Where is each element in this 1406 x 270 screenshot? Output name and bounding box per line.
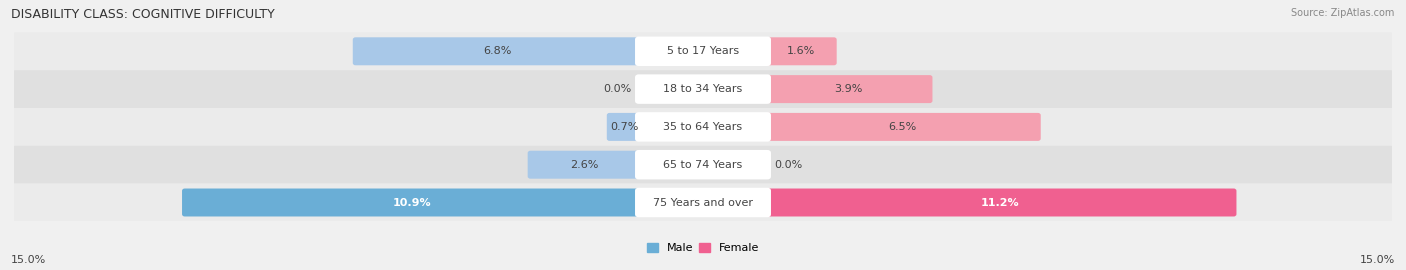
Text: 75 Years and over: 75 Years and over	[652, 197, 754, 208]
Legend: Male, Female: Male, Female	[643, 238, 763, 257]
Text: 15.0%: 15.0%	[1360, 255, 1395, 265]
Text: 1.6%: 1.6%	[786, 46, 814, 56]
Text: 18 to 34 Years: 18 to 34 Years	[664, 84, 742, 94]
Text: 65 to 74 Years: 65 to 74 Years	[664, 160, 742, 170]
FancyBboxPatch shape	[636, 74, 770, 104]
Text: DISABILITY CLASS: COGNITIVE DIFFICULTY: DISABILITY CLASS: COGNITIVE DIFFICULTY	[11, 8, 276, 21]
FancyBboxPatch shape	[353, 37, 641, 65]
FancyBboxPatch shape	[14, 184, 1392, 221]
FancyBboxPatch shape	[181, 188, 641, 217]
FancyBboxPatch shape	[765, 75, 932, 103]
Text: 5 to 17 Years: 5 to 17 Years	[666, 46, 740, 56]
Text: 3.9%: 3.9%	[834, 84, 863, 94]
Text: 0.7%: 0.7%	[610, 122, 638, 132]
FancyBboxPatch shape	[607, 113, 641, 141]
Text: 10.9%: 10.9%	[392, 197, 432, 208]
Text: 6.8%: 6.8%	[482, 46, 512, 56]
FancyBboxPatch shape	[14, 108, 1392, 146]
Text: 11.2%: 11.2%	[981, 197, 1019, 208]
FancyBboxPatch shape	[636, 150, 770, 180]
FancyBboxPatch shape	[14, 32, 1392, 70]
FancyBboxPatch shape	[636, 36, 770, 66]
Text: 35 to 64 Years: 35 to 64 Years	[664, 122, 742, 132]
FancyBboxPatch shape	[765, 188, 1236, 217]
Text: Source: ZipAtlas.com: Source: ZipAtlas.com	[1291, 8, 1395, 18]
Text: 0.0%: 0.0%	[775, 160, 803, 170]
FancyBboxPatch shape	[636, 112, 770, 142]
Text: 0.0%: 0.0%	[603, 84, 631, 94]
Text: 6.5%: 6.5%	[889, 122, 917, 132]
FancyBboxPatch shape	[527, 151, 641, 179]
FancyBboxPatch shape	[765, 113, 1040, 141]
Text: 2.6%: 2.6%	[571, 160, 599, 170]
FancyBboxPatch shape	[765, 37, 837, 65]
Text: 15.0%: 15.0%	[11, 255, 46, 265]
FancyBboxPatch shape	[14, 70, 1392, 108]
FancyBboxPatch shape	[636, 188, 770, 217]
FancyBboxPatch shape	[14, 146, 1392, 184]
